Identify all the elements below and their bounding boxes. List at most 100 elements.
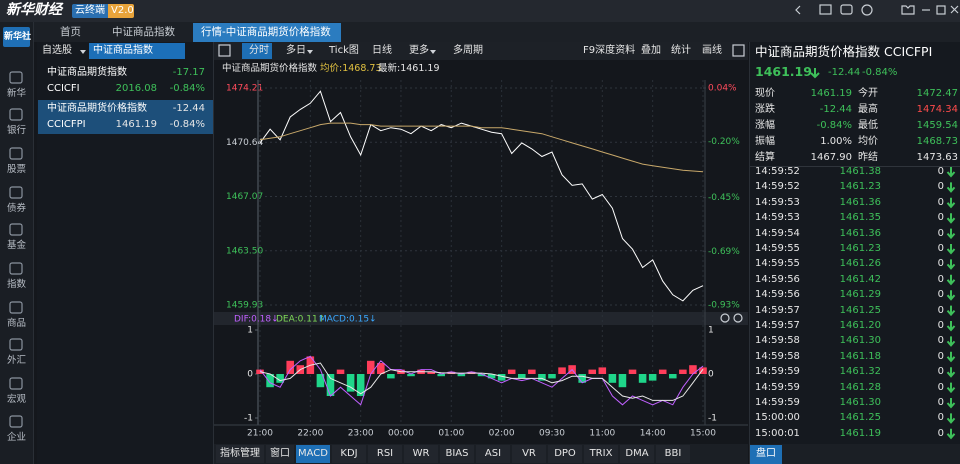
row-code[interactable]: CCICFI	[47, 83, 80, 94]
row-change[interactable]: -17.17	[172, 67, 205, 78]
indicator-label[interactable]: TRIX	[589, 448, 613, 459]
toolbar-button[interactable]: 多周期	[453, 45, 483, 56]
tick-volume: 0	[937, 427, 944, 439]
panel-tab[interactable]	[750, 445, 782, 464]
x-tick-label: 21:00	[247, 429, 273, 439]
panel-toggle-icon[interactable]	[218, 44, 231, 57]
indicator-label[interactable]: WR	[412, 448, 430, 459]
indicator-tab[interactable]	[440, 445, 474, 463]
group-button[interactable]	[89, 43, 185, 59]
chat-icon[interactable]	[840, 4, 853, 15]
row-price[interactable]: 1461.19	[115, 119, 157, 130]
tab-label[interactable]: 中证商品指数	[112, 26, 175, 38]
row-price[interactable]: 2016.08	[115, 83, 157, 94]
sidebar-item[interactable]: 银行	[7, 125, 27, 136]
maximize-icon[interactable]	[936, 5, 946, 15]
toolbar-button[interactable]: 画线	[702, 45, 722, 56]
row-pct[interactable]: -0.84%	[169, 83, 205, 94]
tab[interactable]	[193, 23, 341, 42]
close-icon[interactable]	[950, 5, 959, 14]
toolbar-button[interactable]: 多日	[286, 45, 306, 56]
quote-value: 1472.47	[916, 88, 958, 99]
sidebar-item[interactable]: 股票	[7, 164, 27, 175]
row-pct[interactable]: -0.84%	[169, 119, 205, 130]
mail-icon[interactable]	[819, 4, 832, 15]
dropdown-arrow[interactable]	[430, 50, 436, 54]
toolbar-button[interactable]: 日线	[372, 45, 392, 56]
skin-icon[interactable]	[901, 5, 915, 15]
dropdown-arrow[interactable]	[80, 50, 86, 54]
indicator-label[interactable]: BBI	[664, 448, 682, 459]
panel-tab-label[interactable]: 盘口	[756, 448, 776, 459]
toolbar-active[interactable]	[242, 43, 272, 59]
indicator-tab[interactable]	[548, 445, 582, 463]
toolbar-button[interactable]: 叠加	[641, 45, 661, 56]
row-name[interactable]: 中证商品期货价格指数	[47, 103, 147, 114]
tick-time: 14:59:59	[755, 397, 800, 408]
back-icon[interactable]	[795, 5, 801, 15]
indicator-tab[interactable]	[266, 445, 294, 463]
indicator-label[interactable]: 指标管理	[220, 448, 260, 459]
quote-value: 1474.34	[916, 104, 958, 115]
indicator-label[interactable]: BIAS	[445, 448, 469, 459]
toolbar-button[interactable]: 统计	[671, 45, 691, 56]
indicator-label[interactable]: MACD	[298, 448, 328, 459]
sidebar-item[interactable]: 商品	[7, 318, 27, 329]
indicator-label[interactable]: KDJ	[340, 448, 358, 459]
version-badge	[108, 4, 134, 18]
sidebar-item[interactable]: 指数	[7, 279, 27, 290]
sidebar-item[interactable]: 基金	[7, 240, 27, 251]
indicator-label[interactable]: ASI	[484, 448, 502, 459]
row-code[interactable]: CCICFPI	[47, 119, 86, 130]
toolbar-button[interactable]: F9深度资料	[583, 45, 636, 56]
indicator-tab[interactable]	[656, 445, 690, 463]
indicator-label[interactable]: VR	[522, 448, 536, 459]
sidebar-item[interactable]: 新华	[7, 88, 27, 99]
indicator-tab[interactable]	[476, 445, 510, 463]
macd-close-icon[interactable]	[720, 313, 730, 323]
indicator-label[interactable]: DMA	[625, 448, 649, 459]
indicator-label[interactable]: DPO	[554, 448, 576, 459]
indicator-tab[interactable]	[368, 445, 402, 463]
group-label[interactable]: 中证商品指数	[93, 45, 153, 56]
sidebar-item[interactable]: 债券	[7, 203, 27, 214]
macd-bar	[457, 374, 466, 377]
macd-bar	[497, 374, 506, 381]
indicator-label[interactable]: 窗口	[270, 448, 290, 459]
toolbar-button[interactable]: 更多	[409, 45, 429, 56]
toolbar-button[interactable]: 分时	[249, 45, 269, 56]
x-tick-label: 01:00	[438, 429, 464, 439]
x-tick-label: 02:00	[489, 429, 515, 439]
sidebar-item[interactable]: 宏观	[7, 394, 27, 405]
quote-value: 1468.73	[916, 136, 958, 147]
sidebar-item[interactable]: 企业	[7, 432, 27, 443]
y-tick-label: 0	[708, 370, 714, 380]
indicator-tab[interactable]	[512, 445, 546, 463]
tick-price: 1461.23	[839, 181, 881, 193]
macd-settings-icon[interactable]	[733, 313, 743, 323]
quote-label: 现价	[755, 88, 775, 99]
panel-toggle-icon[interactable]	[732, 44, 745, 57]
selected-row	[38, 100, 213, 134]
dropdown-arrow[interactable]	[307, 50, 313, 54]
group-menu[interactable]: 自选股	[42, 45, 72, 56]
macd-bar	[437, 374, 446, 377]
indicator-tab[interactable]	[620, 445, 654, 463]
sidebar-icon	[9, 147, 23, 160]
user-icon[interactable]	[861, 4, 873, 16]
indicator-label[interactable]: RSI	[376, 448, 394, 459]
tab-label[interactable]: 首页	[60, 26, 81, 38]
indicator-tab[interactable]	[332, 445, 366, 463]
indicator-tab[interactable]	[584, 445, 618, 463]
toolbar-button[interactable]: Tick图	[329, 45, 359, 56]
indicator-tab[interactable]	[216, 445, 264, 463]
sidebar-item[interactable]: 外汇	[7, 355, 27, 366]
indicator-tab[interactable]	[296, 445, 330, 463]
macd-header	[214, 312, 748, 325]
tab-label[interactable]: 行情-中证商品期货价格指数	[201, 26, 331, 38]
indicator-tab[interactable]	[404, 445, 438, 463]
x-tick-label: 23:00	[348, 429, 374, 439]
row-name[interactable]: 中证商品期货指数	[47, 67, 127, 78]
row-change[interactable]: -12.44	[172, 103, 205, 114]
